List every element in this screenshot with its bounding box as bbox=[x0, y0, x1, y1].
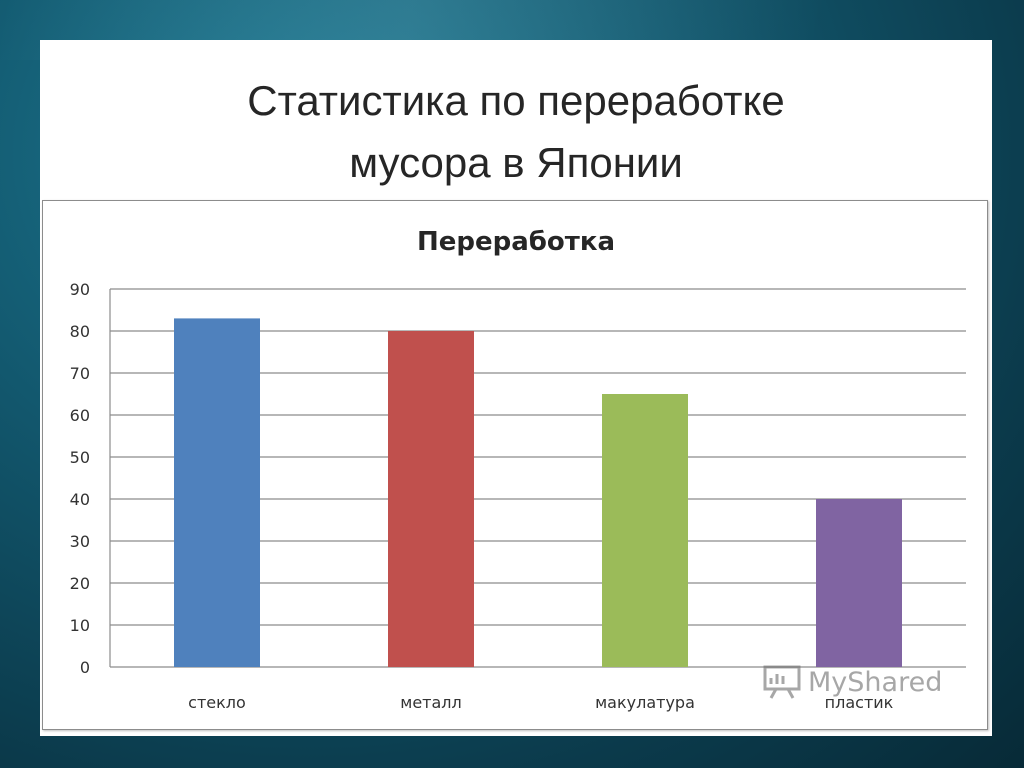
bar-3 bbox=[602, 394, 688, 667]
bar-2 bbox=[388, 331, 474, 667]
y-axis-ticks: 0 10 20 30 40 50 60 70 80 90 bbox=[70, 280, 90, 677]
slide-title: Статистика по переработке мусора в Япони… bbox=[40, 70, 992, 194]
y-tick-label: 70 bbox=[70, 364, 90, 383]
bars bbox=[174, 318, 902, 667]
y-tick-label: 10 bbox=[70, 616, 90, 635]
bar-1 bbox=[174, 318, 260, 667]
slide-title-line-2: мусора в Японии bbox=[349, 139, 683, 186]
x-category-label: стекло bbox=[188, 693, 246, 712]
x-axis-labels: стекло металл макулатура пластик bbox=[188, 693, 893, 712]
y-tick-label: 40 bbox=[70, 490, 90, 509]
watermark-text: MyShared bbox=[808, 666, 943, 698]
presentation-board-icon bbox=[763, 665, 801, 699]
y-tick-label: 50 bbox=[70, 448, 90, 467]
y-tick-label: 30 bbox=[70, 532, 90, 551]
x-category-label: пластик bbox=[825, 693, 894, 712]
y-tick-label: 0 bbox=[80, 658, 90, 677]
y-tick-label: 60 bbox=[70, 406, 90, 425]
watermark: MyShared bbox=[762, 662, 942, 702]
x-category-label: макулатура bbox=[595, 693, 695, 712]
y-tick-label: 90 bbox=[70, 280, 90, 299]
bar-4 bbox=[816, 499, 902, 667]
y-tick-label: 80 bbox=[70, 322, 90, 341]
y-tick-label: 20 bbox=[70, 574, 90, 593]
x-category-label: металл bbox=[400, 693, 462, 712]
slide-title-line-1: Статистика по переработке bbox=[247, 77, 785, 124]
chart-title: Переработка bbox=[417, 227, 615, 257]
